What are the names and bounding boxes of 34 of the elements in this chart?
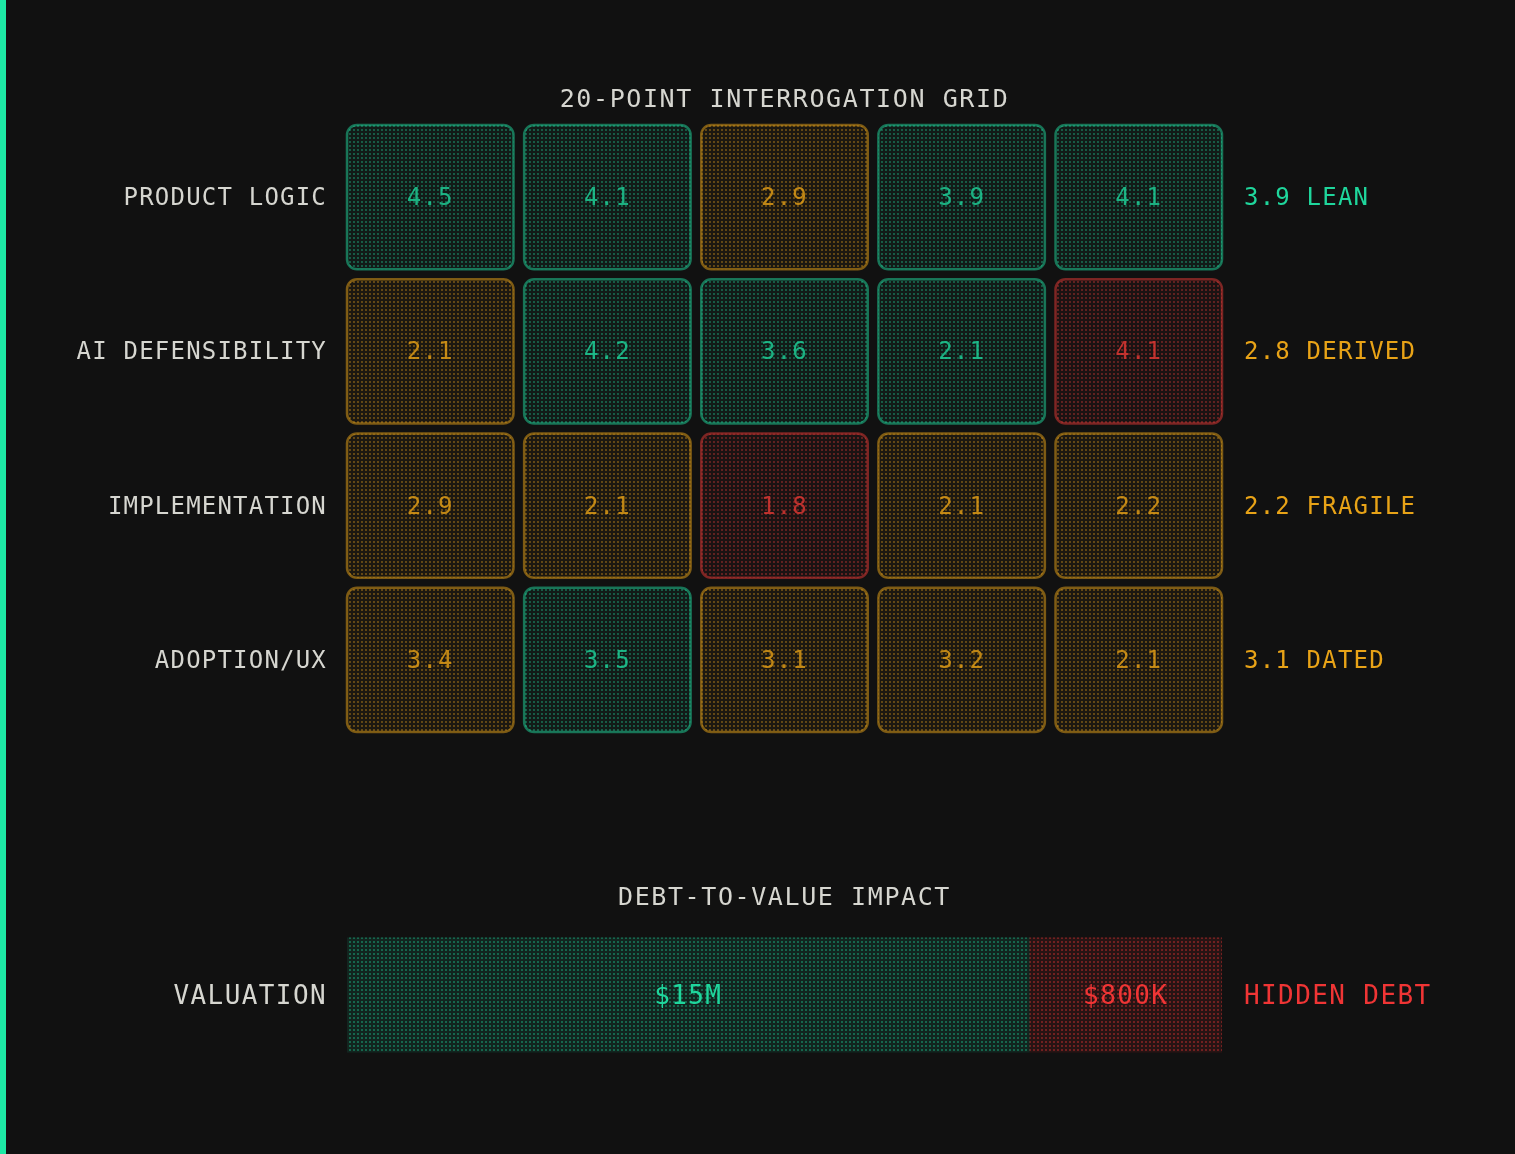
data-label: 4.1 [1115, 183, 1163, 212]
y2-tick-label: 3.1 DATED [1244, 645, 1385, 674]
chart-title: 20-POINT INTERROGATION GRID [559, 84, 1010, 113]
annotation: $15M [654, 980, 723, 1010]
data-label: 3.6 [761, 337, 808, 366]
data-label: 2.1 [406, 337, 454, 366]
y-tick-label: VALUATION [173, 980, 327, 1010]
data-label: 2.1 [938, 491, 986, 520]
data-label: 2.9 [406, 491, 454, 520]
data-label: 3.1 [761, 645, 808, 674]
data-label: 2.1 [583, 491, 631, 520]
y2-tick-label: 3.9 LEAN [1244, 183, 1370, 212]
data-label: 3.2 [938, 645, 986, 674]
data-label: 2.9 [761, 183, 808, 212]
y-tick-label: AI DEFENSIBILITY [76, 337, 327, 366]
data-label: 2.1 [1115, 645, 1163, 674]
series-label: HIDDEN DEBT [1244, 980, 1432, 1010]
y2-tick-label: 2.2 FRAGILE [1244, 491, 1417, 520]
data-label: 3.4 [406, 645, 454, 674]
data-label: 2.1 [938, 337, 986, 366]
data-label: 2.2 [1115, 491, 1163, 520]
y-tick-label: IMPLEMENTATION [107, 491, 327, 520]
data-label: 4.5 [406, 183, 454, 212]
data-label: 1.8 [761, 491, 808, 520]
data-label: 4.1 [1115, 337, 1163, 366]
data-label: 3.9 [938, 183, 986, 212]
data-label: 3.5 [583, 645, 631, 674]
annotation: $800K [1083, 980, 1169, 1010]
data-label: 4.2 [583, 337, 631, 366]
y-tick-label: PRODUCT LOGIC [123, 183, 327, 212]
data-label: 4.1 [583, 183, 631, 212]
chart-title: DEBT-TO-VALUE IMPACT [617, 882, 952, 911]
y2-tick-label: 2.8 DERIVED [1244, 337, 1417, 366]
y-tick-label: ADOPTION/UX [154, 645, 327, 674]
